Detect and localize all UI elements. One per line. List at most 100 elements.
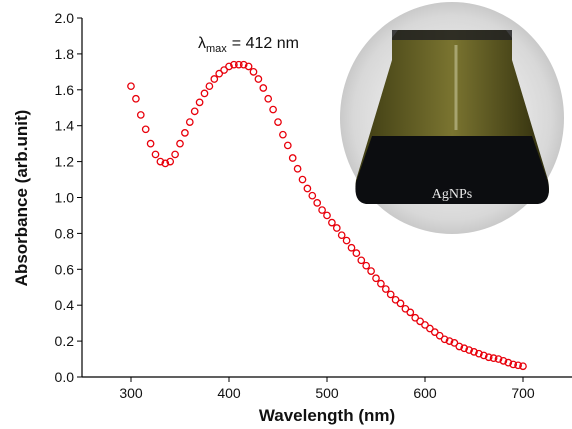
data-point: [504, 358, 513, 367]
data-point: [386, 290, 395, 299]
y-tick-label: 1.6: [55, 82, 75, 98]
data-point: [494, 355, 503, 363]
data-point: [136, 111, 145, 119]
data-point: [381, 285, 390, 293]
data-point: [220, 66, 228, 74]
data-point: [328, 218, 336, 227]
data-point: [151, 150, 160, 159]
data-point: [489, 354, 498, 363]
inset-label: AgNPs: [432, 187, 472, 202]
data-point: [283, 141, 292, 150]
data-point: [195, 98, 204, 107]
data-point: [426, 324, 434, 333]
data-point: [445, 337, 454, 345]
x-tick-label: 700: [511, 385, 535, 401]
data-point: [161, 159, 170, 168]
data-point: [274, 118, 282, 126]
data-point: [190, 107, 199, 116]
data-point: [372, 274, 380, 283]
data-point: [470, 348, 478, 356]
data-point: [259, 84, 268, 92]
data-point: [127, 82, 135, 91]
data-point: [337, 231, 346, 240]
data-point: [279, 130, 287, 139]
data-point: [401, 304, 410, 313]
data-point: [421, 321, 429, 329]
data-point: [185, 118, 194, 126]
data-point: [166, 157, 175, 166]
data-point: [357, 256, 366, 265]
data-point: [352, 249, 361, 257]
data-point: [308, 191, 317, 200]
data-point: [181, 129, 189, 137]
data-point: [406, 308, 415, 317]
data-point: [499, 356, 508, 365]
data-point: [200, 89, 209, 98]
data-point: [347, 243, 356, 252]
data-point: [264, 94, 273, 103]
data-point: [234, 60, 243, 69]
data-point: [210, 75, 219, 83]
data-point: [215, 69, 224, 78]
data-point: [435, 331, 444, 340]
x-axis-title: Wavelength (nm): [259, 406, 395, 425]
y-tick-label: 0.2: [55, 333, 75, 349]
data-point: [323, 211, 331, 220]
data-point: [362, 261, 371, 270]
data-point: [484, 353, 493, 362]
data-point: [450, 339, 459, 347]
annotation-subscript: max: [206, 43, 227, 55]
data-point: [411, 313, 420, 322]
data-point: [156, 157, 165, 166]
annotation-text: = 412 nm: [232, 35, 299, 52]
data-point: [269, 105, 277, 114]
data-point: [293, 164, 302, 173]
x-tick-label: 500: [315, 385, 339, 401]
y-tick-label: 0.8: [55, 225, 75, 241]
data-point: [391, 295, 400, 304]
y-tick-label: 1.8: [55, 46, 75, 62]
data-point: [509, 360, 518, 369]
data-point: [205, 82, 214, 91]
data-point: [377, 279, 385, 288]
data-point: [367, 267, 375, 275]
data-point: [244, 62, 253, 71]
data-point: [225, 62, 233, 71]
data-point: [416, 317, 424, 326]
y-tick-label: 0.4: [55, 297, 75, 313]
data-point: [176, 139, 184, 148]
data-point: [298, 175, 307, 184]
y-tick-label: 0.0: [55, 369, 75, 385]
data-point: [141, 125, 150, 134]
data-point: [430, 328, 439, 336]
data-point: [313, 199, 322, 207]
data-point: [460, 344, 469, 353]
annotation: λmax = 412 nm: [198, 35, 299, 55]
data-point: [171, 150, 179, 159]
data-point: [239, 60, 248, 69]
x-tick-label: 400: [217, 385, 241, 401]
y-tick-label: 1.2: [55, 154, 75, 170]
data-point: [318, 206, 326, 214]
y-tick-label: 1.0: [55, 190, 75, 206]
data-point: [332, 224, 341, 232]
data-point: [519, 362, 527, 371]
y-tick-label: 1.4: [55, 118, 75, 134]
data-point: [475, 349, 483, 358]
x-tick-label: 300: [119, 385, 143, 401]
x-tick-label: 600: [413, 385, 437, 401]
data-point: [230, 60, 238, 69]
data-point: [342, 236, 351, 245]
inset-photo: AgNPs: [340, 2, 564, 234]
data-point: [254, 75, 263, 83]
annotation-symbol: λ: [198, 35, 206, 52]
data-point: [514, 361, 522, 370]
data-point: [455, 342, 464, 351]
data-point: [132, 94, 140, 103]
data-point: [146, 139, 155, 148]
y-axis-title: Absorbance (arb.unit): [12, 110, 31, 287]
data-point: [249, 68, 258, 76]
y-tick-label: 2.0: [55, 10, 75, 26]
data-point: [288, 154, 297, 162]
